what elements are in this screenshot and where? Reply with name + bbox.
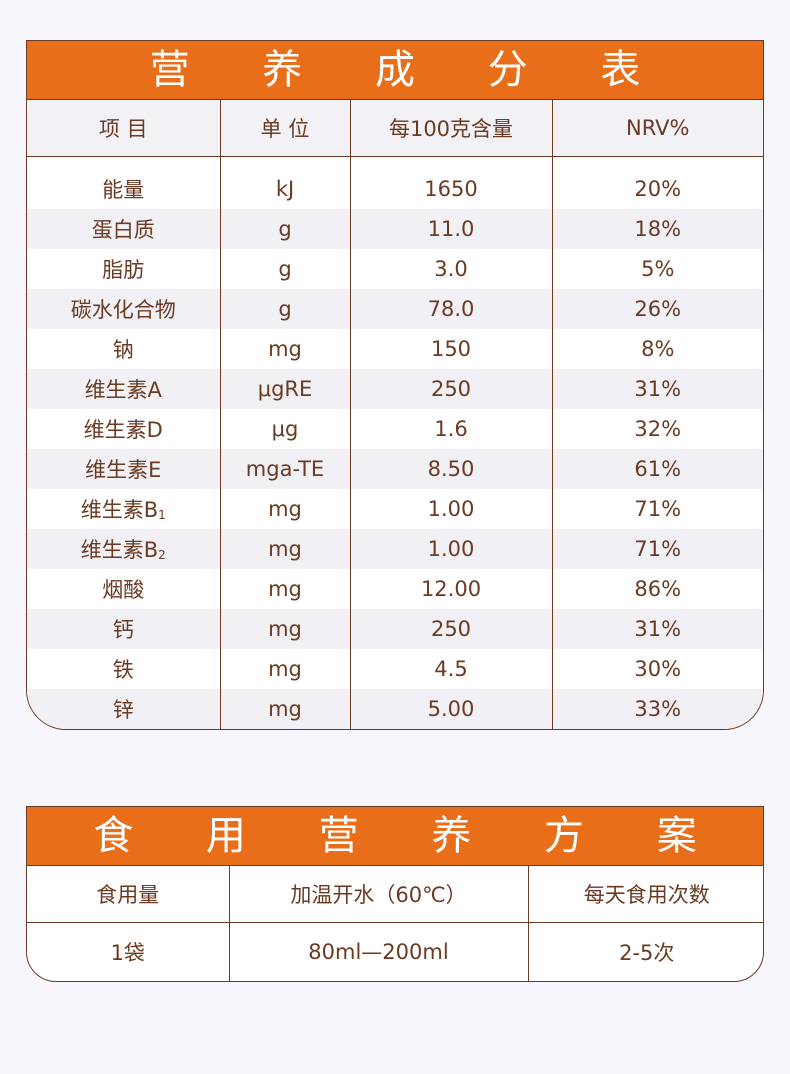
table-row: 能量 kJ 1650 20% bbox=[27, 156, 763, 209]
unit-cell: g bbox=[220, 249, 351, 289]
item-subscript: 2 bbox=[158, 548, 166, 562]
amount-cell: 8.50 bbox=[350, 449, 553, 489]
item-cell: 维生素B1 bbox=[27, 489, 221, 529]
item-cell: 能量 bbox=[27, 156, 221, 209]
nrv-cell: 61% bbox=[552, 449, 763, 489]
usage-value-row: 1袋 80ml—200ml 2-5次 bbox=[27, 922, 763, 981]
table-row: 脂肪 g 3.0 5% bbox=[27, 249, 763, 289]
table-row: 锌 mg 5.00 33% bbox=[27, 689, 763, 729]
usage-table: 食用量 加温开水（60℃） 每天食用次数 1袋 80ml—200ml 2-5次 bbox=[27, 866, 763, 981]
item-cell: 维生素A bbox=[27, 369, 221, 409]
amount-cell: 11.0 bbox=[350, 209, 553, 249]
item-subscript: 1 bbox=[158, 508, 166, 522]
amount-cell: 5.00 bbox=[350, 689, 553, 729]
unit-cell: mg bbox=[220, 489, 351, 529]
item-cell: 蛋白质 bbox=[27, 209, 221, 249]
amount-cell: 250 bbox=[350, 609, 553, 649]
table-row: 碳水化合物 g 78.0 26% bbox=[27, 289, 763, 329]
amount-cell: 1.00 bbox=[350, 529, 553, 569]
item-cell: 维生素E bbox=[27, 449, 221, 489]
table-row: 钙 mg 250 31% bbox=[27, 609, 763, 649]
table-row: 维生素B1 mg 1.00 71% bbox=[27, 489, 763, 529]
unit-cell: kJ bbox=[220, 156, 351, 209]
unit-cell: mg bbox=[220, 569, 351, 609]
table-row: 维生素B2 mg 1.00 71% bbox=[27, 529, 763, 569]
usage-header-water: 加温开水（60℃） bbox=[229, 866, 529, 923]
nrv-cell: 20% bbox=[634, 177, 682, 201]
amount-cell: 1.00 bbox=[350, 489, 553, 529]
amount-cell: 1.6 bbox=[350, 409, 553, 449]
nrv-cell: 30% bbox=[634, 657, 682, 681]
nrv-cell: 31% bbox=[552, 609, 763, 649]
usage-header-row: 食用量 加温开水（60℃） 每天食用次数 bbox=[27, 866, 763, 923]
item-cell: 钙 bbox=[27, 609, 221, 649]
unit-cell: mg bbox=[220, 649, 351, 689]
nrv-cell: 18% bbox=[552, 209, 763, 249]
item-cell: 维生素B2 bbox=[27, 529, 221, 569]
table-row: 烟酸 mg 12.00 86% bbox=[27, 569, 763, 609]
nutrition-header-row: 项 目 单 位 每100克含量 NRV% bbox=[27, 100, 763, 157]
amount-cell: 78.0 bbox=[350, 289, 553, 329]
usage-header-serving: 食用量 bbox=[27, 866, 230, 923]
item-cell: 烟酸 bbox=[27, 569, 221, 609]
item-cell: 钠 bbox=[27, 329, 221, 369]
amount-cell: 12.00 bbox=[350, 569, 553, 609]
unit-cell: mg bbox=[220, 609, 351, 649]
usage-header-times: 每天食用次数 bbox=[528, 866, 763, 923]
nrv-cell: 71% bbox=[552, 529, 763, 569]
usage-times-value: 2-5次 bbox=[619, 941, 675, 965]
usage-table-card: 食 用 营 养 方 案 食用量 加温开水（60℃） 每天食用次数 1袋 80ml… bbox=[26, 806, 764, 982]
nutrition-rows: 能量 kJ 1650 20% 蛋白质 g 11.0 18% 脂肪 g 3.0 5% 碳水化合物 g 78.0… bbox=[27, 156, 763, 729]
item-cell: 维生素D bbox=[27, 409, 221, 449]
nutrition-title: 营 养 成 分 表 bbox=[27, 41, 763, 100]
amount-cell: 250 bbox=[350, 369, 553, 409]
unit-cell: g bbox=[220, 289, 351, 329]
table-row: 维生素E mga-TE 8.50 61% bbox=[27, 449, 763, 489]
usage-serving-value: 1袋 bbox=[27, 922, 230, 981]
header-item: 项 目 bbox=[27, 100, 221, 157]
nutrition-table: 项 目 单 位 每100克含量 NRV% 能量 kJ 1650 20% 蛋白质 g 11.0… bbox=[27, 100, 763, 729]
amount-cell: 1650 bbox=[350, 156, 553, 209]
usage-title: 食 用 营 养 方 案 bbox=[27, 807, 763, 866]
item-cell: 脂肪 bbox=[27, 249, 221, 289]
unit-cell: μg bbox=[220, 409, 351, 449]
table-row: 维生素A μgRE 250 31% bbox=[27, 369, 763, 409]
amount-cell: 4.5 bbox=[350, 649, 553, 689]
item-cell: 锌 bbox=[27, 689, 221, 729]
unit-cell: mga-TE bbox=[220, 449, 351, 489]
header-nrv: NRV% bbox=[552, 100, 763, 157]
unit-cell: g bbox=[220, 209, 351, 249]
nrv-cell: 26% bbox=[552, 289, 763, 329]
nrv-cell: 33% bbox=[552, 689, 763, 729]
item-cell: 铁 bbox=[27, 649, 221, 689]
header-amount: 每100克含量 bbox=[350, 100, 553, 157]
table-row: 蛋白质 g 11.0 18% bbox=[27, 209, 763, 249]
nrv-cell: 31% bbox=[552, 369, 763, 409]
nrv-cell: 71% bbox=[634, 497, 682, 521]
nrv-cell: 8% bbox=[641, 337, 675, 361]
amount-cell: 3.0 bbox=[350, 249, 553, 289]
nrv-cell: 86% bbox=[634, 577, 682, 601]
table-row: 钠 mg 150 8% bbox=[27, 329, 763, 369]
usage-water-value: 80ml—200ml bbox=[229, 922, 529, 981]
amount-cell: 150 bbox=[350, 329, 553, 369]
unit-cell: mg bbox=[220, 689, 351, 729]
nrv-cell: 32% bbox=[634, 417, 682, 441]
unit-cell: mg bbox=[220, 529, 351, 569]
item-cell: 碳水化合物 bbox=[27, 289, 221, 329]
unit-cell: μgRE bbox=[220, 369, 351, 409]
nutrition-table-card: 营 养 成 分 表 项 目 单 位 每100克含量 NRV% 能量 kJ 1650 2… bbox=[26, 40, 764, 730]
nrv-cell: 5% bbox=[641, 257, 675, 281]
table-row: 铁 mg 4.5 30% bbox=[27, 649, 763, 689]
unit-cell: mg bbox=[220, 329, 351, 369]
table-row: 维生素D μg 1.6 32% bbox=[27, 409, 763, 449]
header-unit: 单 位 bbox=[220, 100, 351, 157]
